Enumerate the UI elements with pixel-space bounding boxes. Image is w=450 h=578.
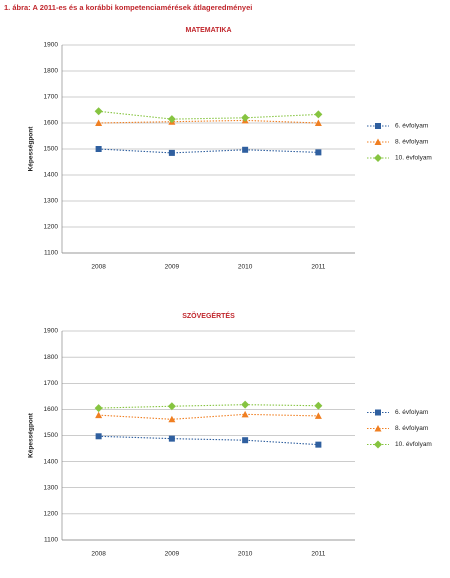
legend-marker [375,123,381,129]
series [94,107,323,124]
legend-marker [375,409,381,416]
line [98,413,319,420]
series [95,116,322,126]
x-tick-label: 2011 [311,264,325,271]
marker [94,404,103,413]
marker [167,115,176,124]
y-tick-label: 1800 [44,68,59,75]
marker [241,113,250,122]
marker [95,119,103,126]
series [94,400,323,413]
x-tick-label: 2009 [165,551,180,558]
y-tick-label: 1100 [44,537,58,544]
line [98,435,319,446]
y-tick-label: 1100 [44,250,58,257]
y-axis-label: Képességpont [28,412,35,458]
chart-title: MATEMATIKA [185,27,231,34]
line [98,404,319,409]
marker [315,441,322,448]
legend-label: 10. évfolyam [395,441,432,448]
y-tick-label: 1300 [44,484,59,491]
legend-marker [374,440,382,449]
x-tick-label: 2009 [165,264,180,271]
series [95,146,322,156]
marker [314,412,322,419]
legend-label: 10. évfolyam [395,155,432,162]
x-tick-label: 2008 [91,264,106,271]
y-tick-label: 1800 [44,354,59,361]
marker [95,433,102,440]
marker [241,400,250,409]
legend-label: 6. évfolyam [395,123,428,130]
legend-marker [374,154,382,162]
marker [94,107,103,116]
marker [315,149,322,156]
marker [314,110,323,119]
y-tick-label: 1900 [44,328,59,335]
marker [242,146,249,153]
legend-label: 8. évfolyam [395,425,428,432]
legend-label: 8. évfolyam [395,139,428,146]
marker [168,415,176,423]
x-tick-label: 2010 [238,264,253,271]
y-tick-label: 1500 [44,146,59,153]
y-tick-label: 1400 [44,458,59,465]
y-tick-label: 1900 [44,42,59,49]
marker [242,437,249,444]
legend-marker [374,425,382,432]
marker [95,411,103,419]
y-tick-label: 1200 [44,224,59,231]
marker [168,435,175,442]
y-tick-label: 1300 [44,198,59,205]
y-tick-label: 1200 [44,511,59,518]
marker [167,402,176,411]
y-tick-label: 1500 [44,432,59,439]
y-tick-label: 1400 [44,172,59,179]
line [98,119,319,124]
x-tick-label: 2010 [238,551,253,558]
y-tick-label: 1700 [44,94,59,101]
line [98,148,319,154]
line [98,110,319,120]
marker [314,401,323,410]
legend-marker [374,138,382,145]
marker [168,149,175,156]
figure-title: 1. ábra: A 2011-es és a korábbi kompeten… [4,3,252,12]
y-axis-label: Képességpont [28,126,35,172]
marker [241,410,249,418]
series [95,433,322,448]
marker [95,146,102,152]
legend-label: 6. évfolyam [395,409,428,416]
chart-title: SZÖVEGÉRTÉS [182,311,235,320]
y-tick-label: 1600 [44,406,59,413]
marker [314,119,322,126]
y-tick-label: 1600 [44,120,59,127]
series [95,410,322,423]
y-tick-label: 1700 [44,380,59,387]
x-tick-label: 2008 [91,551,106,558]
x-tick-label: 2011 [311,551,325,558]
